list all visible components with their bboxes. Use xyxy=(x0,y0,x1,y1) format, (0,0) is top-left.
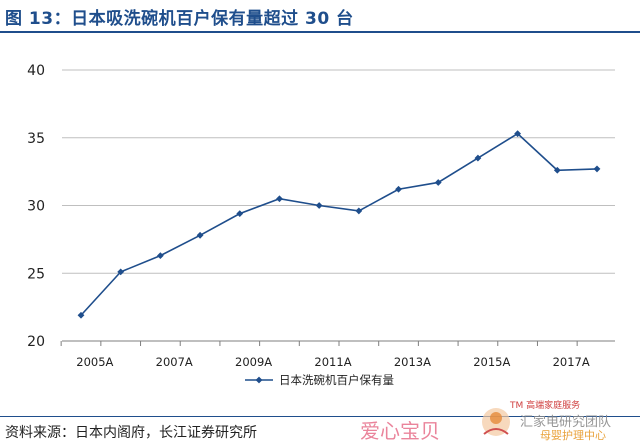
y-tick-label: 25 xyxy=(27,266,45,282)
y-tick-label: 30 xyxy=(27,199,45,215)
data-point xyxy=(395,185,402,193)
watermark-text-left: 爱心宝贝 xyxy=(360,419,440,443)
data-point xyxy=(355,207,363,215)
watermark-logo-icon xyxy=(482,408,510,436)
y-tick-label: 20 xyxy=(27,334,45,350)
x-tick-label: 2011A xyxy=(314,355,351,369)
data-point xyxy=(117,268,125,276)
watermark-text-right: 汇家电研究团队 xyxy=(520,415,612,430)
data-point xyxy=(593,165,601,173)
watermark-text-right-secondary: 母婴护理中心 xyxy=(540,429,606,442)
y-tick-label: 35 xyxy=(27,131,45,147)
legend-label: 日本洗碗机百户保有量 xyxy=(279,373,394,387)
y-tick-label: 40 xyxy=(27,63,45,79)
data-point xyxy=(514,130,522,138)
x-tick-label: 2007A xyxy=(156,355,193,369)
data-point xyxy=(434,179,442,186)
legend-marker xyxy=(255,376,263,384)
data-point xyxy=(315,202,323,209)
footer-divider xyxy=(0,416,640,417)
x-tick-label: 2009A xyxy=(235,355,272,369)
data-point xyxy=(156,252,164,260)
series-line xyxy=(80,132,598,316)
line-chart: 20 25 30 35 40 2005A 2007A 2009A 2011A 2013A 2015A… xyxy=(27,63,615,387)
data-point xyxy=(553,166,561,174)
data-point xyxy=(236,210,244,218)
source-note: 资料来源：日本内阁府，长江证券研究所 xyxy=(5,425,257,441)
watermark-tm-text: TM 高端家庭服务 xyxy=(510,401,581,411)
x-tick-label: 2005A xyxy=(76,355,113,369)
x-tick-label: 2013A xyxy=(394,355,431,369)
x-tick-label: 2017A xyxy=(553,355,590,369)
data-point xyxy=(474,154,482,162)
data-point xyxy=(77,311,85,319)
x-tick-label: 2015A xyxy=(473,355,510,369)
title-row: 图 13：日本吸洗碗机百户保有量超过 30 台 xyxy=(0,0,640,33)
page-title: 图 13：日本吸洗碗机百户保有量超过 30 台 xyxy=(5,9,354,29)
title-divider xyxy=(0,31,640,33)
data-point xyxy=(196,231,204,239)
data-point xyxy=(276,195,283,203)
